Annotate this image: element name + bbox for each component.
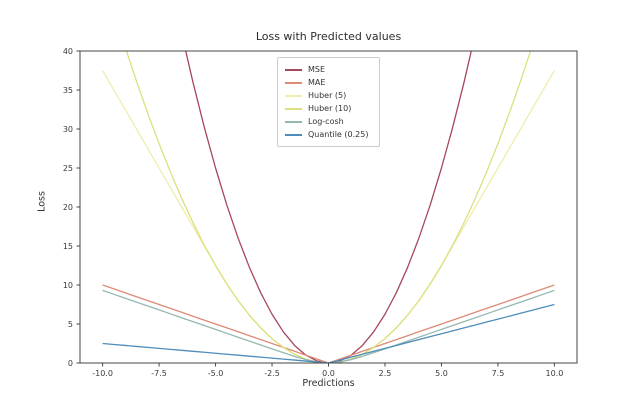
x-axis-label: Predictions	[302, 378, 355, 389]
legend: MSE MAE Huber (5) Huber (10) Log-cosh Quantil…	[277, 57, 380, 147]
x-tick-label: 0.0	[322, 369, 335, 378]
series-line-log-cosh	[102, 289, 555, 363]
legend-label: Quantile (0.25)	[308, 130, 369, 139]
series-line-huber-10	[125, 51, 532, 363]
y-tick-label: 10	[63, 281, 73, 290]
y-tick-label: 5	[68, 320, 73, 329]
y-tick-label: 40	[63, 47, 73, 56]
legend-swatch	[285, 68, 302, 71]
legend-swatch	[285, 94, 302, 97]
legend-label: MAE	[308, 78, 326, 87]
y-tick-label: 15	[63, 242, 73, 251]
y-tick-label: 0	[68, 359, 73, 368]
x-tick-label: -2.5	[264, 369, 280, 378]
x-tick-label: -10.0	[92, 369, 113, 378]
legend-item: MSE	[285, 63, 372, 76]
x-tick-label: -7.5	[151, 369, 167, 378]
x-tick-label: 2.5	[379, 369, 392, 378]
x-tick-label: 7.5	[492, 369, 505, 378]
legend-item: Huber (10)	[285, 102, 372, 115]
legend-swatch	[285, 107, 302, 110]
legend-swatch	[285, 133, 302, 136]
series-line-mae	[102, 284, 555, 363]
legend-label: Huber (10)	[308, 104, 352, 113]
legend-item: Log-cosh	[285, 115, 372, 128]
chart-title: Loss with Predicted values	[255, 30, 402, 43]
legend-label: Huber (5)	[308, 91, 347, 100]
legend-item: MAE	[285, 76, 372, 89]
y-tick-label: 35	[63, 86, 73, 95]
y-tick-label: 20	[63, 203, 73, 212]
x-tick-label: 10.0	[546, 369, 564, 378]
x-tick-label: 5.0	[435, 369, 448, 378]
legend-item: Quantile (0.25)	[285, 128, 372, 141]
x-tick-label: -5.0	[208, 369, 224, 378]
series-line-quantile-0-25	[102, 303, 555, 363]
legend-item: Huber (5)	[285, 89, 372, 102]
y-tick-label: 30	[63, 125, 73, 134]
legend-swatch	[285, 120, 302, 123]
y-axis-label: Loss	[36, 191, 48, 212]
legend-swatch	[285, 81, 302, 84]
y-tick-label: 25	[63, 164, 73, 173]
legend-label: Log-cosh	[308, 117, 344, 126]
series-line-huber-5	[102, 70, 555, 363]
legend-label: MSE	[308, 65, 326, 74]
